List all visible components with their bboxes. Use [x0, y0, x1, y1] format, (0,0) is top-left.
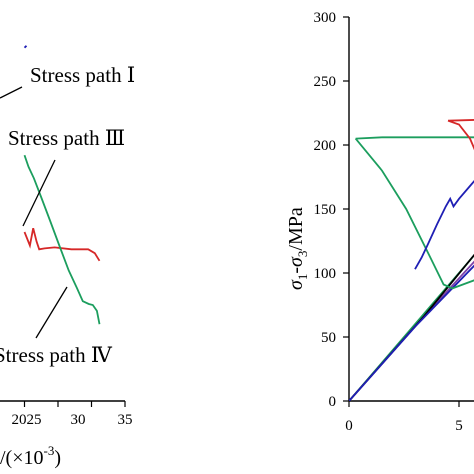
- right-series-line-red-path: [447, 119, 474, 151]
- right-y-tick-labels: 0 50 100 150 200 250 300: [314, 10, 337, 410]
- right-panel: 0 50 100 150 200 250 300 0 5 σ1-σ3/MPa: [285, 10, 474, 434]
- annotation-stress-path-III: Stress path Ⅲ: [8, 126, 125, 150]
- annotation-stress-path-IV: Stress path Ⅳ: [0, 343, 113, 367]
- leader-line-path-IV: [35, 286, 68, 339]
- right-series-lines: [349, 119, 474, 401]
- right-y-tick-label: 300: [314, 10, 337, 26]
- left-annotations: Stress path Ⅰ Stress path Ⅲ Stress path …: [0, 63, 135, 367]
- right-series-line-blue-linear: [349, 264, 474, 401]
- right-series-line-green-path: [354, 136, 474, 290]
- right-series-line-blue-path: [414, 179, 474, 270]
- right-y-ticks: [343, 16, 349, 402]
- right-y-tick-label: 150: [314, 202, 337, 218]
- right-x-tick-label: 0: [345, 418, 353, 434]
- leader-line-path-III: [22, 159, 56, 227]
- right-y-tick-label: 100: [314, 266, 337, 282]
- left-series-lines: [23, 45, 101, 325]
- right-series-line-green-linear: [349, 254, 474, 401]
- left-series-line-red: [23, 227, 101, 262]
- right-y-tick-label: 250: [314, 74, 337, 90]
- right-y-axis-label: σ1-σ3/MPa: [285, 207, 310, 290]
- left-x-tick-label: 30: [71, 412, 86, 428]
- right-series-line-purple-linear: [349, 260, 474, 401]
- left-panel: 20 25 30 35 /(×10-3) Stress path Ⅰ Stres…: [0, 45, 135, 469]
- left-x-tick-label: 25: [27, 412, 42, 428]
- leader-line-path-I: [0, 86, 23, 99]
- left-x-axis-label: /(×10-3): [0, 443, 61, 469]
- right-y-tick-label: 200: [314, 138, 337, 154]
- right-x-ticks: [348, 401, 460, 407]
- left-series-line-blue: [23, 45, 28, 49]
- right-y-tick-label: 50: [321, 330, 336, 346]
- left-x-tick-label: 35: [118, 412, 133, 428]
- left-series-line-green: [23, 154, 101, 325]
- right-series-line-black-linear: [349, 253, 474, 401]
- right-x-tick-label: 5: [455, 418, 463, 434]
- right-x-tick-labels: 0 5: [345, 418, 463, 434]
- left-x-ticks: [23, 401, 126, 407]
- right-y-tick-label: 0: [329, 394, 337, 410]
- left-x-tick-labels: 20 25 30 35: [12, 412, 133, 428]
- left-x-tick-label: 20: [12, 412, 27, 428]
- annotation-stress-path-I: Stress path Ⅰ: [30, 63, 135, 87]
